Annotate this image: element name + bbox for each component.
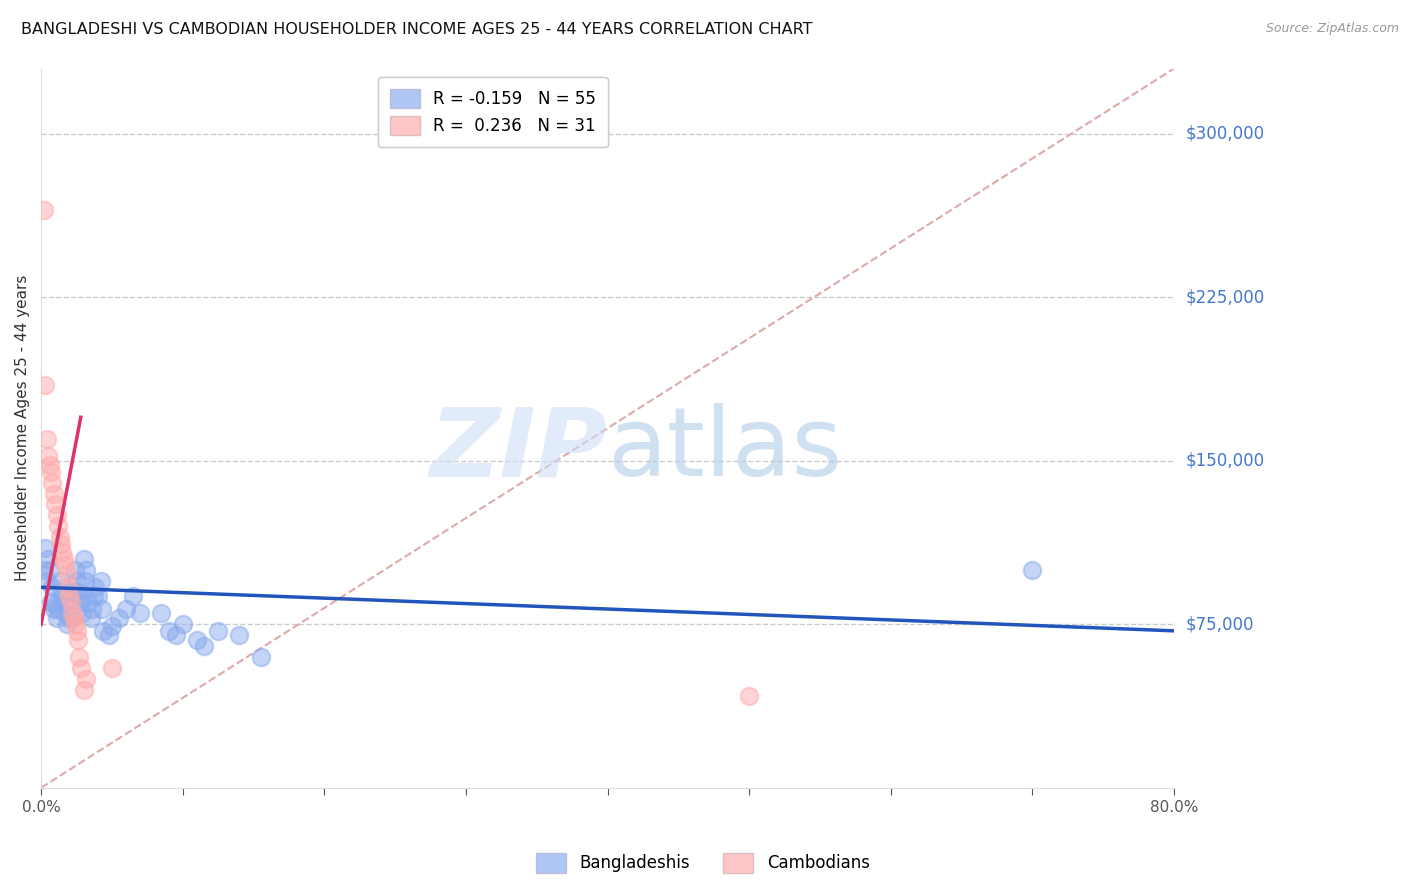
Point: [83, 589, 105, 603]
Point: [38, 563, 60, 577]
Point: [90, 574, 112, 588]
Point: [193, 639, 215, 653]
Point: [69, 595, 91, 609]
Point: [53, 558, 76, 573]
Point: [75, 672, 97, 686]
Point: [62, 611, 84, 625]
Point: [42, 602, 65, 616]
Point: [72, 682, 94, 697]
Text: $225,000: $225,000: [1185, 288, 1264, 306]
Point: [38, 458, 60, 473]
Point: [60, 611, 83, 625]
Text: $75,000: $75,000: [1185, 615, 1254, 633]
Point: [76, 595, 98, 609]
Point: [150, 607, 173, 621]
Text: atlas: atlas: [607, 403, 842, 496]
Point: [228, 628, 250, 642]
Point: [34, 541, 56, 555]
Point: [51, 545, 73, 559]
Point: [52, 552, 75, 566]
Point: [1021, 563, 1043, 577]
Point: [48, 530, 70, 544]
Point: [46, 519, 69, 533]
Point: [72, 552, 94, 566]
Point: [44, 497, 66, 511]
Point: [172, 617, 194, 632]
Point: [49, 584, 72, 599]
Point: [101, 661, 124, 675]
Point: [65, 574, 87, 588]
Point: [70, 607, 93, 621]
Point: [55, 617, 77, 632]
Y-axis label: Householder Income Ages 25 - 44 years: Householder Income Ages 25 - 44 years: [15, 275, 30, 582]
Text: $150,000: $150,000: [1185, 452, 1264, 470]
Point: [186, 632, 208, 647]
Point: [39, 465, 62, 479]
Point: [84, 580, 107, 594]
Legend: Bangladeshis, Cambodians: Bangladeshis, Cambodians: [530, 847, 876, 880]
Point: [39, 595, 62, 609]
Point: [129, 607, 152, 621]
Point: [32, 203, 55, 218]
Text: $300,000: $300,000: [1185, 125, 1264, 143]
Point: [93, 624, 115, 638]
Point: [108, 611, 131, 625]
Point: [32, 563, 55, 577]
Point: [37, 552, 59, 566]
Text: BANGLADESHI VS CAMBODIAN HOUSEHOLDER INCOME AGES 25 - 44 YEARS CORRELATION CHART: BANGLADESHI VS CAMBODIAN HOUSEHOLDER INC…: [21, 22, 813, 37]
Point: [46, 602, 69, 616]
Point: [52, 598, 75, 612]
Point: [41, 475, 63, 490]
Point: [42, 486, 65, 500]
Point: [51, 589, 73, 603]
Point: [207, 624, 229, 638]
Point: [59, 595, 82, 609]
Point: [45, 508, 67, 523]
Legend: R = -0.159   N = 55, R =  0.236   N = 31: R = -0.159 N = 55, R = 0.236 N = 31: [378, 77, 607, 147]
Point: [48, 574, 70, 588]
Point: [122, 589, 145, 603]
Point: [60, 607, 83, 621]
Point: [62, 584, 84, 599]
Point: [165, 628, 187, 642]
Point: [98, 628, 121, 642]
Point: [69, 661, 91, 675]
Point: [67, 650, 90, 665]
Point: [73, 574, 96, 588]
Point: [738, 690, 761, 704]
Point: [87, 589, 110, 603]
Point: [35, 574, 58, 588]
Point: [157, 624, 180, 638]
Point: [44, 598, 66, 612]
Point: [45, 611, 67, 625]
Point: [56, 580, 79, 594]
Point: [63, 617, 86, 632]
Point: [66, 632, 89, 647]
Point: [58, 611, 80, 625]
Point: [41, 580, 63, 594]
Point: [49, 536, 72, 550]
Point: [37, 450, 59, 464]
Point: [249, 650, 271, 665]
Point: [115, 602, 138, 616]
Point: [56, 607, 79, 621]
Point: [79, 611, 101, 625]
Text: Source: ZipAtlas.com: Source: ZipAtlas.com: [1265, 22, 1399, 36]
Text: ZIP: ZIP: [430, 403, 607, 496]
Point: [65, 624, 87, 638]
Point: [101, 619, 124, 633]
Point: [66, 584, 89, 599]
Point: [67, 589, 90, 603]
Point: [63, 563, 86, 577]
Point: [55, 567, 77, 582]
Point: [91, 602, 114, 616]
Point: [58, 589, 80, 603]
Point: [53, 607, 76, 621]
Point: [82, 602, 104, 616]
Point: [75, 563, 97, 577]
Point: [35, 432, 58, 446]
Point: [34, 377, 56, 392]
